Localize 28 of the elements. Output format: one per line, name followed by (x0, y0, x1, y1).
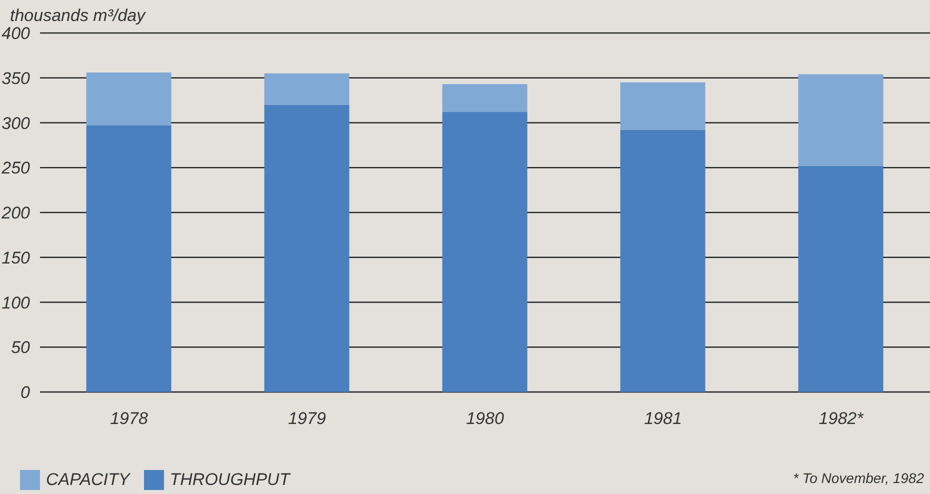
y-tick-label: 400 (2, 24, 31, 44)
bar (264, 104, 350, 392)
y-tick-label: 300 (2, 114, 31, 133)
y-tick-label: 250 (0, 158, 31, 178)
y-axis-title: thousands m³/day (10, 6, 147, 26)
y-tick-label: 50 (11, 338, 31, 358)
x-tick-label: 1981 (644, 409, 682, 428)
text: * To November, 1982 (792, 470, 924, 486)
bar (86, 125, 172, 392)
legend-label: THROUGHPUT (168, 470, 290, 490)
y-tick-label: 350 (2, 68, 31, 88)
bar (442, 112, 528, 392)
bar (798, 74, 884, 166)
bar (86, 72, 172, 126)
x-tick-label: 1982* (818, 409, 865, 428)
bar (442, 84, 528, 112)
y-tick-label: 150 (2, 248, 31, 268)
bar (798, 166, 884, 392)
x-tick-label: 1979 (288, 409, 326, 428)
y-tick-label: 200 (0, 204, 31, 223)
bar (620, 82, 706, 130)
x-tick-label: 1980 (466, 409, 504, 428)
bar (620, 130, 706, 392)
y-tick-label: 100 (2, 293, 31, 312)
y-tick-label: 0 (20, 383, 31, 402)
legend-label: CAPACITY (45, 470, 130, 490)
bar (264, 73, 350, 105)
x-tick-label: 1978 (110, 409, 148, 428)
